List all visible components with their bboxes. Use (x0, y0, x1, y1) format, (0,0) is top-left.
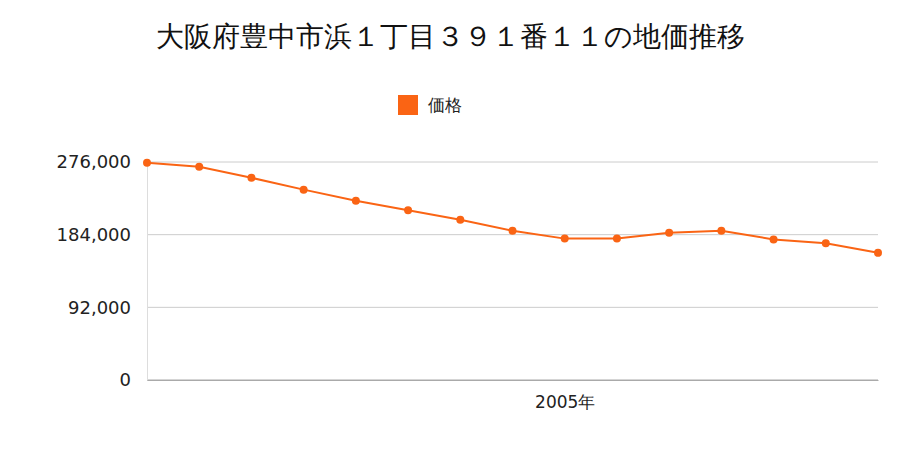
x-tick: 2005年 (535, 380, 595, 412)
point (874, 249, 882, 257)
y-tick-label: 0 (120, 369, 131, 390)
chart: 大阪府豊中市浜１丁目３９１番１１の地価推移価格 0 92,000 184,000 276… (0, 0, 900, 450)
y-tick: 276,000 (57, 151, 147, 172)
y-axis: 0 92,000 184,000 276,000 (57, 151, 148, 390)
point (613, 235, 621, 243)
grid-line (147, 162, 878, 163)
legend-swatch (398, 95, 418, 115)
point (822, 239, 830, 247)
point (195, 163, 203, 171)
point (665, 229, 673, 237)
y-tick-label: 276,000 (57, 151, 131, 172)
y-tick: 92,000 (68, 297, 147, 318)
point (352, 197, 360, 205)
point (300, 186, 308, 194)
x-axis-line (148, 380, 879, 381)
y-axis-line (147, 163, 148, 381)
point (717, 227, 725, 235)
title: 大阪府豊中市浜１丁目３９１番１１の地価推移 (156, 20, 745, 53)
plot-area (143, 159, 882, 257)
line (147, 163, 878, 253)
point (456, 216, 464, 224)
legend-label: 価格 (428, 95, 462, 115)
y-tick: 184,000 (57, 224, 147, 245)
y-tick: 0 (120, 369, 147, 390)
grid (147, 162, 878, 380)
point (404, 206, 412, 214)
point (143, 159, 151, 167)
grid-line (147, 380, 878, 381)
y-tick-label: 184,000 (57, 224, 131, 245)
point (770, 235, 778, 243)
y-tick-label: 92,000 (68, 297, 131, 318)
legend: 価格 (398, 95, 462, 115)
point (247, 174, 255, 182)
point (509, 227, 517, 235)
x-tick-label: 2005年 (535, 392, 595, 412)
grid-line (147, 307, 878, 308)
point (561, 235, 569, 243)
x-axis: 2005年 (148, 380, 879, 412)
